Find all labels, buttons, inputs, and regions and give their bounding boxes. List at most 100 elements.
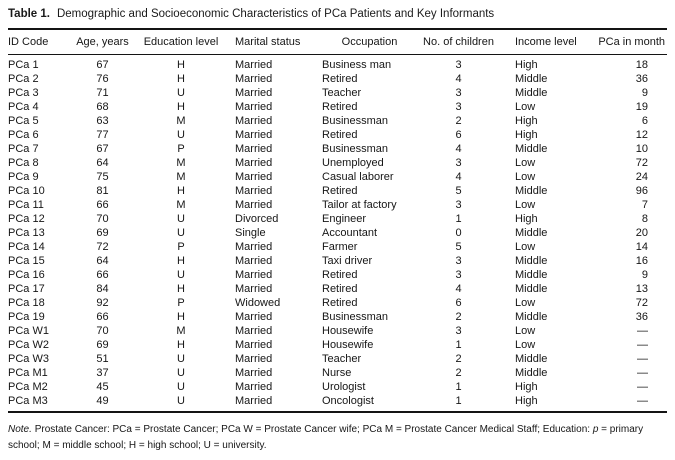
- table-row: PCa 11 66 M Married Tailor at factory 3 Low 7: [8, 198, 667, 212]
- table-row: PCa 7 67 P Married Businessman 4 Middle 10: [8, 142, 667, 156]
- table-cell: PCa 14: [8, 241, 45, 253]
- table-cell: 72: [96, 241, 109, 253]
- table-cell: 63: [96, 115, 109, 127]
- table-row: PCa 19 66 H Married Businessman 2 Middle 36: [8, 310, 667, 324]
- table-cell: 1: [455, 339, 462, 351]
- table-cell: PCa 1: [8, 59, 39, 71]
- table-cell: 6: [455, 129, 462, 141]
- table-cell: Retired: [322, 73, 358, 85]
- table-cell: 70: [96, 325, 109, 337]
- table-cell: Low: [515, 325, 536, 337]
- footnote-segment: Note.: [8, 424, 35, 435]
- table-cell: Low: [515, 297, 536, 309]
- table-cell: Retired: [322, 283, 358, 295]
- table-cell: 18: [635, 59, 648, 71]
- table-cell: Middle: [515, 353, 548, 365]
- table-cell: 3: [455, 101, 462, 113]
- table-cell: H: [177, 101, 185, 113]
- table-cell: Middle: [515, 185, 548, 197]
- table-row: PCa M1 37 U Married Nurse 2 Middle —: [8, 366, 667, 380]
- table-cell: 7: [641, 199, 648, 211]
- table-cell: 2: [455, 311, 462, 323]
- table-cell: 8: [641, 213, 648, 225]
- table-cell: 3: [455, 199, 462, 211]
- table-cell: 92: [96, 297, 109, 309]
- table-cell: 36: [635, 311, 648, 323]
- table-cell: Single: [235, 227, 266, 239]
- column-header: PCa in month: [590, 29, 667, 55]
- table-row: PCa W3 51 U Married Teacher 2 Middle —: [8, 352, 667, 366]
- footnote-segment: p: [592, 424, 599, 435]
- table-cell: 3: [455, 255, 462, 267]
- table-cell: 77: [96, 129, 109, 141]
- table-cell: 37: [96, 367, 109, 379]
- table-cell: 76: [96, 73, 109, 85]
- table-cell: Middle: [515, 87, 548, 99]
- table-cell: 69: [96, 227, 109, 239]
- table-cell: PCa 10: [8, 185, 45, 197]
- table-cell: M: [176, 325, 186, 337]
- table-cell: Married: [235, 269, 273, 281]
- column-header: Education level: [135, 29, 227, 55]
- table-cell: 68: [96, 101, 109, 113]
- table-cell: 66: [96, 311, 109, 323]
- table-cell: Married: [235, 241, 273, 253]
- table-cell: 64: [96, 255, 109, 267]
- table-cell: High: [515, 395, 538, 407]
- table-cell: 2: [455, 367, 462, 379]
- table-cell: 3: [455, 325, 462, 337]
- table-row: PCa 1 67 H Married Business man 3 High 18: [8, 55, 667, 73]
- table-cell: Oncologist: [322, 395, 374, 407]
- table-row: PCa 12 70 U Divorced Engineer 1 High 8: [8, 212, 667, 226]
- table-cell: 1: [455, 381, 462, 393]
- table-row: PCa M3 49 U Married Oncologist 1 High —: [8, 394, 667, 412]
- table-cell: Farmer: [322, 241, 358, 253]
- table-cell: 3: [455, 157, 462, 169]
- table-cell: 45: [96, 381, 109, 393]
- table-cell: PCa 15: [8, 255, 45, 267]
- table-title: Table 1. Demographic and Socioeconomic Ch…: [8, 7, 667, 22]
- table-row: PCa 2 76 H Married Retired 4 Middle 36: [8, 72, 667, 86]
- table-row: PCa 10 81 H Married Retired 5 Middle 96: [8, 184, 667, 198]
- table-cell: Married: [235, 283, 273, 295]
- table-cell: PCa M3: [8, 395, 48, 407]
- table-cell: H: [177, 185, 185, 197]
- table-cell: Teacher: [322, 87, 362, 99]
- table-row: PCa 16 66 U Married Retired 3 Middle 9: [8, 268, 667, 282]
- table-cell: H: [177, 311, 185, 323]
- table-cell: Middle: [515, 255, 548, 267]
- table-cell: Married: [235, 73, 273, 85]
- table-cell: Widowed: [235, 297, 281, 309]
- table-cell: 6: [641, 115, 648, 127]
- table-cell: —: [637, 339, 648, 351]
- table-cell: PCa 4: [8, 101, 39, 113]
- table-cell: 66: [96, 269, 109, 281]
- table-cell: Middle: [515, 283, 548, 295]
- table-cell: High: [515, 381, 538, 393]
- table-cell: Tailor at factory: [322, 199, 397, 211]
- table-cell: Retired: [322, 185, 358, 197]
- table-cell: P: [177, 143, 185, 155]
- table-cell: 4: [455, 73, 462, 85]
- table-cell: Business man: [322, 59, 392, 71]
- table-cell: Nurse: [322, 367, 352, 379]
- table-cell: PCa 5: [8, 115, 39, 127]
- table-cell: Low: [515, 157, 536, 169]
- table-cell: U: [177, 367, 185, 379]
- table-cell: 70: [96, 213, 109, 225]
- table-cell: 49: [96, 395, 109, 407]
- table-cell: 10: [635, 143, 648, 155]
- column-header: No. of children: [417, 29, 500, 55]
- table-row: PCa 17 84 H Married Retired 4 Middle 13: [8, 282, 667, 296]
- table-cell: M: [176, 115, 186, 127]
- table-cell: 13: [635, 283, 648, 295]
- table-cell: Urologist: [322, 381, 366, 393]
- table-cell: Middle: [515, 311, 548, 323]
- footnote-segment: Prostate Cancer: PCa = Prostate Cancer; …: [34, 424, 593, 435]
- table-cell: Married: [235, 339, 273, 351]
- table-cell: High: [515, 213, 538, 225]
- table-cell: —: [637, 367, 648, 379]
- table-cell: Retired: [322, 269, 358, 281]
- table-row: PCa 18 92 P Widowed Retired 6 Low 72: [8, 296, 667, 310]
- table-cell: PCa 13: [8, 227, 45, 239]
